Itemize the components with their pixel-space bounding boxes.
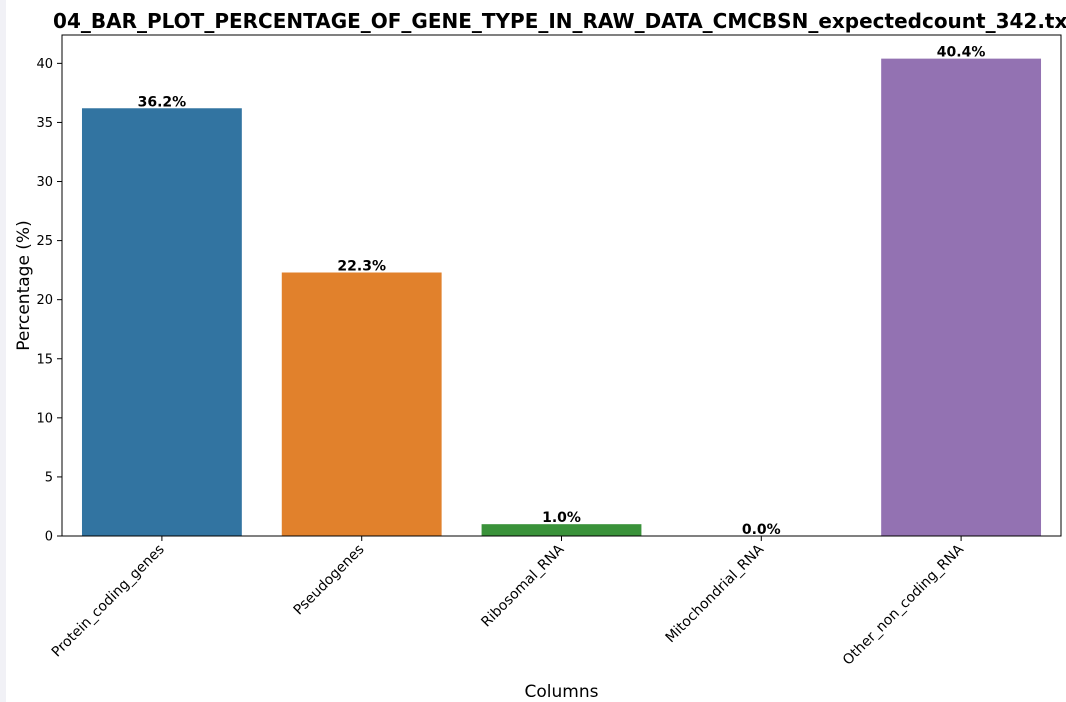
x-tick-label: Pseudogenes xyxy=(291,542,368,619)
x-tick-label: Other_non_coding_RNA xyxy=(840,541,967,668)
y-tick-label: 5 xyxy=(45,470,53,485)
bar-value-label: 1.0% xyxy=(542,510,581,526)
x-tick-label: Protein_coding_genes xyxy=(49,542,168,661)
y-tick-label: 0 xyxy=(45,530,53,545)
y-tick-label: 30 xyxy=(36,175,53,190)
bar xyxy=(281,272,442,536)
x-axis-label: Columns xyxy=(525,682,599,702)
bar-chart: 04_BAR_PLOT_PERCENTAGE_OF_GENE_TYPE_IN_R… xyxy=(14,9,1066,702)
y-axis-ticks: 0 5 10 15 20 25 30 35 40 xyxy=(36,57,62,545)
bar-value-label: 0.0% xyxy=(742,522,781,538)
y-axis-label: Percentage (%) xyxy=(14,220,34,350)
plot-frame xyxy=(61,34,1062,537)
bar-value-label: 36.2% xyxy=(138,94,187,110)
x-tick-label: Ribosomal_RNA xyxy=(478,541,567,630)
y-tick-label: 25 xyxy=(36,234,53,249)
y-tick-label: 40 xyxy=(36,57,53,72)
y-tick-label: 10 xyxy=(36,411,53,426)
y-tick-label: 35 xyxy=(36,116,53,131)
x-axis-ticks: Protein_coding_genes Pseudogenes Ribosomal… xyxy=(49,536,967,669)
bar-value-labels: 36.2% 22.3% 1.0% 0.0% 40.4% xyxy=(138,45,986,538)
bar xyxy=(81,108,242,537)
bar-value-label: 22.3% xyxy=(337,259,386,275)
bars xyxy=(81,58,1042,537)
chart-canvas: 04_BAR_PLOT_PERCENTAGE_OF_GENE_TYPE_IN_R… xyxy=(6,0,1066,702)
y-tick-label: 20 xyxy=(36,293,53,308)
chart-title: 04_BAR_PLOT_PERCENTAGE_OF_GENE_TYPE_IN_R… xyxy=(53,9,1066,33)
x-tick-label: Mitochondrial_RNA xyxy=(663,541,768,646)
bar xyxy=(481,524,642,536)
y-tick-label: 15 xyxy=(36,352,53,367)
bar xyxy=(881,58,1042,536)
bar-value-label: 40.4% xyxy=(937,45,986,61)
